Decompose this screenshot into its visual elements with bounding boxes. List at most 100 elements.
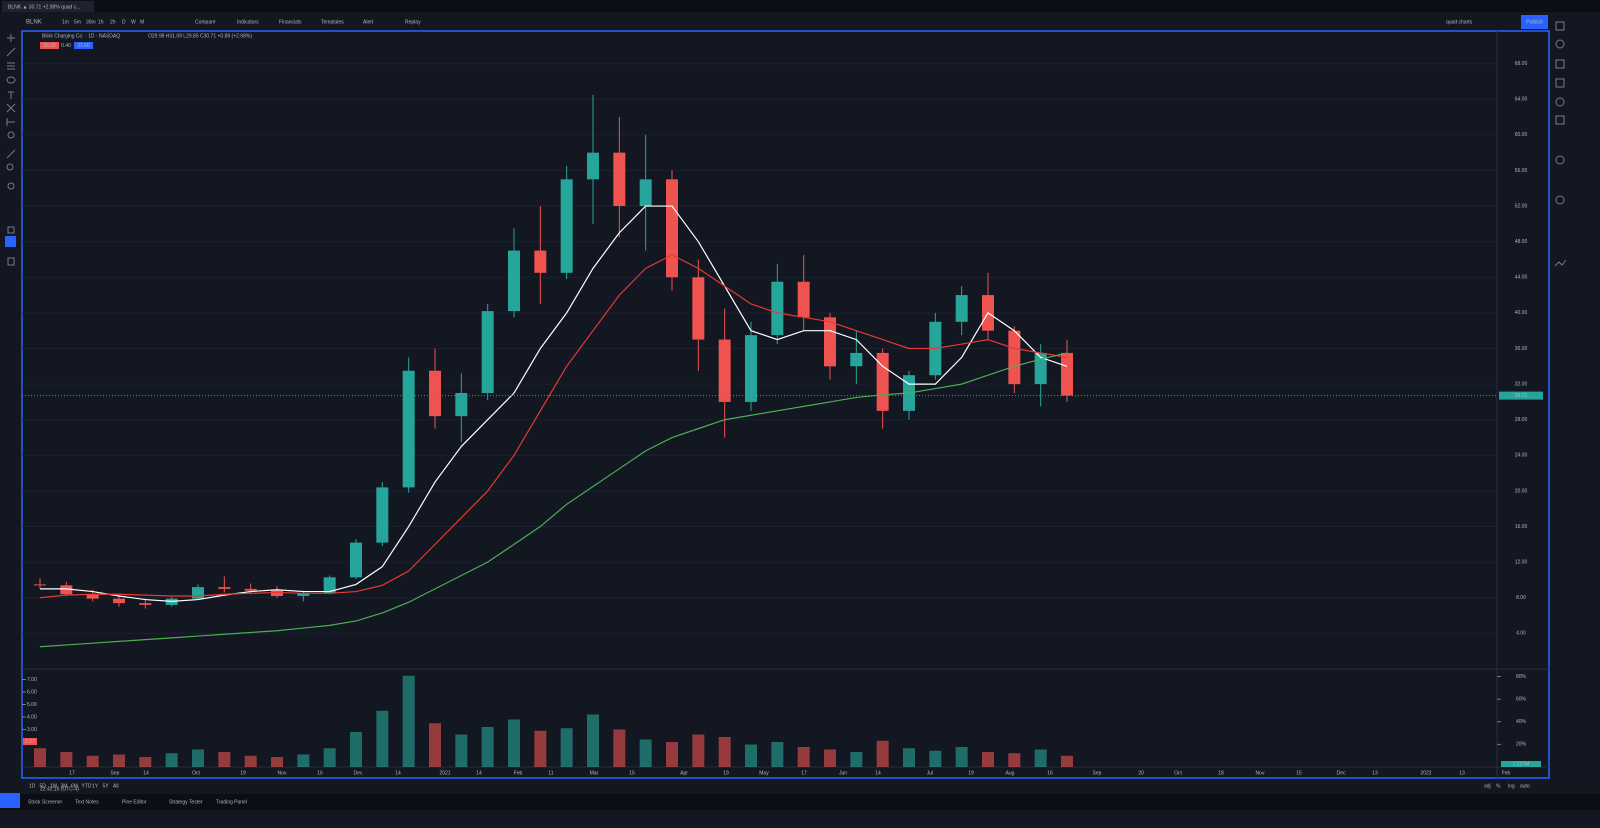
magnet-icon[interactable] <box>7 182 15 190</box>
time-label: Sep <box>111 770 120 776</box>
axis-option[interactable]: % <box>1496 783 1501 789</box>
alerts-icon[interactable] <box>1555 39 1565 49</box>
time-label: 2022 <box>1420 770 1431 776</box>
publish-button[interactable] <box>1521 15 1548 29</box>
volume-bar <box>455 734 468 767</box>
candle-body <box>192 587 204 599</box>
time-label: Jun <box>839 770 847 776</box>
toolbar-button[interactable]: Alert <box>363 19 374 25</box>
crosshair-icon[interactable] <box>7 34 15 42</box>
range-button[interactable]: All <box>113 783 119 789</box>
right-sidebar <box>1550 13 1600 793</box>
home-button[interactable] <box>0 793 20 808</box>
active-tool[interactable] <box>5 236 16 247</box>
interval[interactable]: M <box>140 19 144 25</box>
toolbar-button[interactable]: Templates <box>321 19 344 25</box>
prediction-icon[interactable] <box>6 118 15 126</box>
time-label: Sep <box>1093 770 1102 776</box>
ideas-icon[interactable] <box>1555 155 1565 165</box>
data-icon[interactable] <box>1555 59 1565 69</box>
interval[interactable]: 2h <box>110 19 116 25</box>
watchlist-icon[interactable] <box>1555 21 1565 31</box>
range-button[interactable]: 1M <box>50 783 57 789</box>
volume-bar <box>350 732 362 767</box>
candle-body <box>60 585 73 595</box>
chat-icon[interactable] <box>1555 195 1565 205</box>
volume-bar <box>797 747 810 767</box>
time-label: 19 <box>723 770 729 776</box>
bottom-tab[interactable]: Stock Screener <box>28 799 63 805</box>
volume-bar <box>402 675 415 767</box>
zoom-icon[interactable] <box>6 163 14 171</box>
range-button[interactable]: YTD <box>82 783 92 789</box>
trash-icon[interactable] <box>7 257 15 266</box>
time-label: 2021 <box>439 770 450 776</box>
toolbar-button[interactable]: Financials <box>279 19 302 25</box>
toolbar-button[interactable]: Compare <box>195 19 216 25</box>
range-button[interactable]: 3M <box>61 783 68 789</box>
toolbar-button[interactable]: Replay <box>405 19 421 25</box>
time-label: Dec <box>1337 770 1346 776</box>
time-label: 11 <box>548 770 553 776</box>
range-button[interactable]: 5Y <box>103 783 110 789</box>
last-price-badge <box>1499 391 1543 400</box>
volume-tick-label: 3.00 <box>27 727 37 733</box>
volume-bar <box>613 729 626 767</box>
bottom-tab[interactable]: Text Notes <box>75 799 99 805</box>
ruler-icon[interactable] <box>6 149 16 159</box>
volume-bar <box>587 714 599 767</box>
bottom-tab[interactable]: Trading Panel <box>216 799 247 805</box>
bottom-tab[interactable]: Strategy Tester <box>169 799 203 805</box>
range-button[interactable]: 1D <box>29 783 36 789</box>
axis-option[interactable]: log <box>1508 783 1515 789</box>
shape-icon[interactable] <box>6 76 16 84</box>
pattern-icon[interactable] <box>6 103 16 113</box>
candle-body <box>666 179 678 278</box>
calendar-icon[interactable] <box>1555 97 1565 107</box>
signals-icon[interactable] <box>1554 259 1567 267</box>
eye-icon[interactable] <box>7 131 15 139</box>
interval[interactable]: 5m <box>74 19 81 25</box>
text-icon[interactable] <box>8 91 14 99</box>
axis-option[interactable]: auto <box>1520 783 1530 789</box>
hotlist-icon[interactable] <box>1555 78 1565 88</box>
bid-box <box>40 42 59 49</box>
layout-name[interactable]: quad charts <box>1446 19 1473 25</box>
range-button[interactable]: 6M <box>71 783 78 789</box>
last-price: 30.71 <box>1515 393 1528 399</box>
volume-bar <box>745 744 757 767</box>
percent-tick-label: 20% <box>1516 742 1527 748</box>
candle-body <box>481 311 494 394</box>
interval[interactable]: 1m <box>62 19 69 25</box>
axis-option[interactable]: adj <box>1484 783 1491 789</box>
volume-last-label: 1.227M <box>1513 761 1530 767</box>
news-icon[interactable] <box>1555 115 1565 125</box>
time-label: 17 <box>801 770 807 776</box>
tab-title: BLNK ▲ 30.71 +2.98% quad c... <box>8 4 80 10</box>
fib-icon[interactable] <box>7 62 15 70</box>
price-tick-label: 68.00 <box>1515 61 1528 67</box>
range-button[interactable]: 5D <box>40 783 47 789</box>
toolbar-button[interactable]: Indicators <box>237 19 259 25</box>
symbol[interactable]: BLNK <box>26 20 42 26</box>
browser-tab[interactable] <box>2 1 94 12</box>
interval[interactable]: W <box>131 19 136 25</box>
right-icons <box>1554 21 1567 267</box>
volume-bar <box>666 742 678 767</box>
bottom-tab[interactable]: Pine Editor <box>122 799 147 805</box>
volume-bar <box>34 748 46 767</box>
time-label: Oct <box>192 770 200 776</box>
interval[interactable]: 30m <box>86 19 96 25</box>
time-label: 19 <box>968 770 974 776</box>
range-button[interactable]: 1Y <box>92 783 99 789</box>
time-label: 15 <box>1296 770 1302 776</box>
interval[interactable]: D <box>122 19 126 25</box>
time-label: 15 <box>629 770 635 776</box>
candle-body <box>297 593 310 596</box>
volume-bar <box>60 752 73 767</box>
volume-ma-badge <box>23 738 37 745</box>
lock-icon[interactable] <box>7 226 15 234</box>
trendline-icon[interactable] <box>6 47 16 57</box>
interval[interactable]: 1h <box>98 19 104 25</box>
candle-body <box>824 317 836 367</box>
